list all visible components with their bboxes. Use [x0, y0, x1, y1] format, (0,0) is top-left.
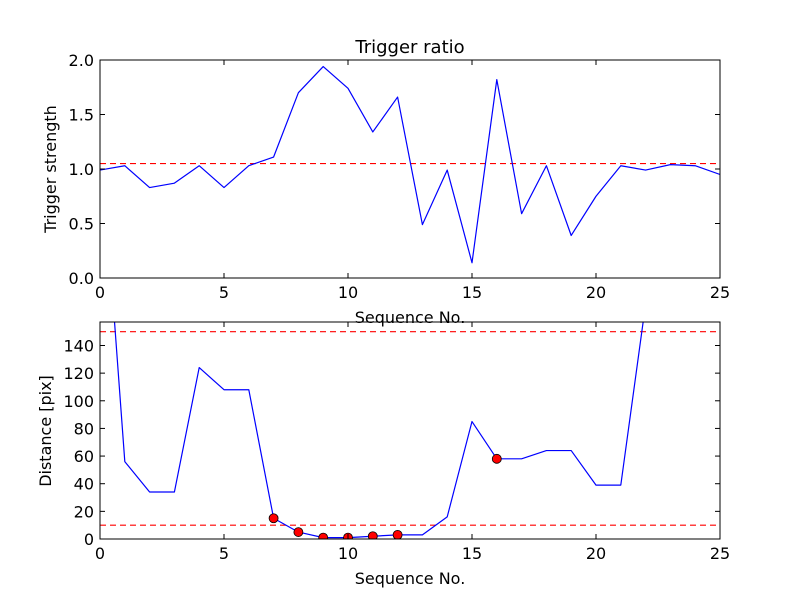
distance-chart: 0 5 10 15 20 25 0 20 40 60 80 100 120 140 Sequence No… — [36, 321, 730, 588]
x-tick-label: 5 — [219, 544, 229, 563]
trigger-ratio-chart: Trigger ratio 0 5 10 15 20 250.00.51.01.52.0 … — [41, 37, 730, 327]
x-tick-label: 5 — [219, 283, 229, 302]
y-tick-label: 120 — [63, 364, 94, 383]
data-point-marker — [392, 529, 403, 539]
y-tick-label: 0.5 — [69, 215, 94, 234]
y-axis-label: Trigger strength — [41, 105, 60, 234]
data-point-marker — [318, 532, 329, 539]
x-tick-label: 20 — [586, 283, 606, 302]
x-axis-label: Sequence No. — [355, 569, 466, 588]
axes-frame — [99, 321, 721, 540]
x-tick-label: 15 — [462, 544, 482, 563]
chart-title: Trigger ratio — [354, 37, 464, 58]
y-tick-label: 2.0 — [69, 51, 94, 70]
x-axis-label: Sequence No. — [355, 308, 466, 327]
data-point-marker — [293, 527, 304, 537]
axis-ticks: 0 5 10 15 20 25 0.0 0.5 1.0 1.5 2.0 — [69, 51, 731, 302]
x-tick-label: 20 — [586, 544, 606, 563]
data-point-marker — [367, 531, 378, 539]
y-tick-label: 40 — [74, 475, 94, 494]
y-axis-label: Distance [pix] — [36, 375, 55, 487]
axis-ticks: 0 5 10 15 20 25 0 20 40 60 80 100 120 140 — [63, 322, 730, 563]
y-tick-label: 140 — [63, 336, 94, 355]
y-tick-label: 0.0 — [69, 269, 94, 288]
y-tick-label: 20 — [74, 502, 94, 521]
x-tick-label: 10 — [338, 544, 358, 563]
plot-area — [100, 322, 720, 539]
x-tick-label: 0 — [95, 544, 105, 563]
y-tick-label: 0 — [84, 530, 94, 549]
series-line — [113, 322, 644, 539]
x-tick-label: 15 — [462, 283, 482, 302]
y-tick-label: 60 — [74, 447, 94, 466]
y-tick-label: 80 — [74, 419, 94, 438]
x-tick-label: 25 — [710, 544, 730, 563]
x-tick-label: 0 — [95, 283, 105, 302]
y-tick-label: 100 — [63, 392, 94, 411]
data-point-marker — [491, 453, 502, 464]
x-tick-label: 25 — [710, 283, 730, 302]
series-line — [100, 65, 720, 264]
data-point-marker — [268, 513, 279, 524]
x-tick-label: 10 — [338, 283, 358, 302]
axes-frame — [99, 59, 721, 279]
y-tick-label: 1.5 — [69, 106, 94, 125]
plot-area — [100, 65, 720, 264]
y-tick-label: 1.0 — [69, 160, 94, 179]
